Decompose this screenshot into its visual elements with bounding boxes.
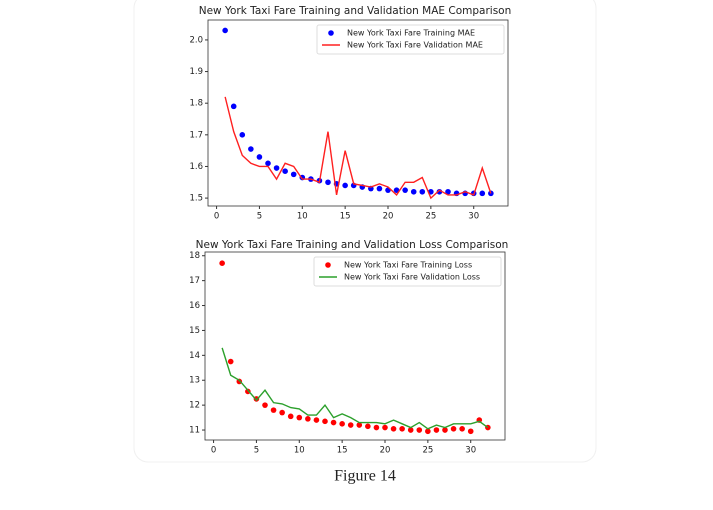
data-point [222,27,228,34]
x-tick-label: 25 [425,212,436,222]
data-point [339,421,345,427]
y-tick-label: 1.9 [189,67,203,77]
y-tick-label: 15 [189,326,200,336]
data-point [433,427,440,433]
y-tick-label: 11 [189,426,200,436]
x-tick-label: 5 [257,212,262,222]
y-tick-label: 1.7 [189,130,203,140]
x-tick-label: 30 [465,446,476,456]
data-point [373,424,380,431]
legend-box [316,24,505,55]
x-tick-label: 5 [254,446,259,456]
data-point [390,425,397,432]
legend-label: New York Taxi Fare Training Loss [344,261,472,270]
legend-label: New York Taxi Fare Validation Loss [344,273,480,282]
legend-marker [328,30,334,36]
chart-title: New York Taxi Fare Training and Validati… [199,5,512,17]
data-point [467,428,474,435]
y-tick-label: 18 [189,251,200,261]
x-tick-label: 15 [337,446,348,456]
data-point [393,187,400,193]
y-tick-label: 13 [189,376,200,386]
data-point [479,190,486,197]
legend-label: New York Taxi Fare Training MAE [347,29,475,38]
x-tick-label: 10 [294,446,305,456]
data-point [239,132,246,138]
data-point [305,416,311,422]
data-point [410,188,417,195]
x-tick-label: 0 [211,446,216,456]
data-point [342,182,348,189]
data-point [282,168,288,175]
data-point [488,190,494,197]
data-point [296,414,303,421]
data-point [450,425,457,432]
caption: Figure 14 [334,468,396,485]
data-point [459,425,465,432]
y-tick-label: 14 [189,351,200,361]
data-point [365,423,371,430]
x-tick-label: 0 [214,212,219,222]
data-point [376,185,383,192]
data-point [290,171,297,178]
data-point [416,427,423,433]
figure-frame [133,0,597,463]
x-tick-label: 25 [422,446,433,456]
chart-title: New York Taxi Fare Training and Validati… [196,239,509,251]
data-point [347,422,354,428]
data-point [270,407,277,413]
data-point [330,419,337,426]
data-point [279,409,285,416]
data-point [407,427,414,433]
legend-box [313,256,502,287]
data-point [248,146,254,152]
data-point [313,417,320,423]
y-tick-label: 17 [189,276,200,286]
data-point [256,154,263,160]
data-point [425,428,431,435]
y-tick-label: 16 [189,301,200,311]
x-tick-label: 20 [383,212,394,222]
data-point [322,418,328,425]
y-tick-label: 1.6 [189,162,203,172]
legend-label: New York Taxi Fare Validation MAE [347,41,483,50]
data-line [221,347,489,430]
y-tick-label: 2.0 [189,35,203,45]
plot-area [207,19,509,207]
data-point [419,188,426,195]
data-point [445,188,451,195]
data-point [287,413,294,420]
x-tick-label: 20 [380,446,391,456]
legend-marker [325,262,331,268]
data-point [399,425,405,432]
data-point [402,187,408,193]
data-point [442,427,448,433]
data-point [262,402,268,408]
data-line [224,96,492,200]
data-point [219,260,225,267]
x-tick-label: 15 [340,212,351,222]
y-tick-label: 1.5 [189,194,203,204]
x-tick-label: 10 [297,212,308,222]
data-point [273,165,280,171]
data-point [325,179,331,186]
data-point [382,424,388,431]
x-tick-label: 30 [468,212,479,222]
data-point [230,103,237,110]
data-point [227,358,234,365]
y-tick-label: 12 [189,401,200,411]
y-tick-label: 1.8 [189,99,203,109]
data-point [265,160,271,167]
data-point [356,422,363,428]
plot-area [204,251,506,441]
